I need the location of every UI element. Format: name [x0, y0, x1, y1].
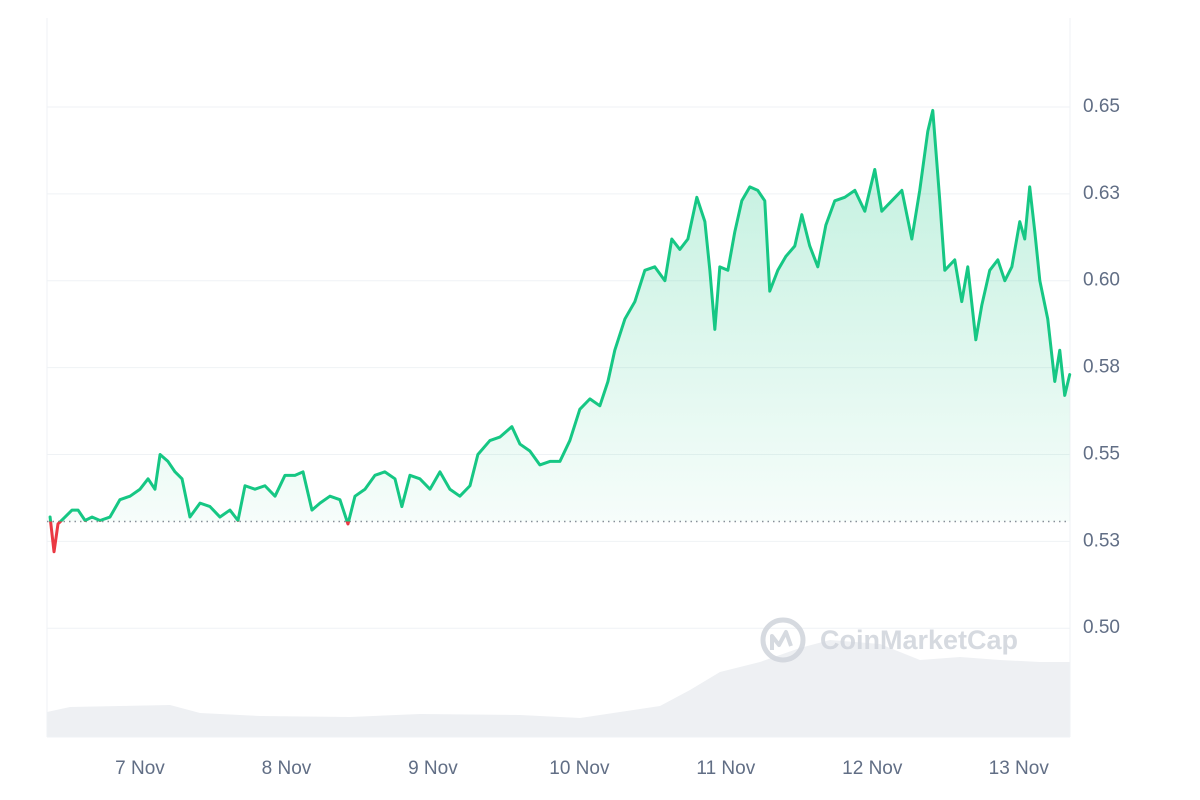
x-tick-label: 13 Nov: [989, 758, 1050, 779]
price-line: [48, 108, 1072, 554]
watermark-logo-mark: [770, 630, 793, 650]
y-tick-label: 0.63: [1083, 183, 1120, 204]
watermark: CoinMarketCap: [760, 617, 1018, 663]
x-tick-label: 11 Nov: [696, 758, 755, 779]
x-tick-label: 9 Nov: [408, 758, 458, 779]
x-tick-label: 7 Nov: [115, 758, 165, 779]
data-layer: [47, 108, 1072, 554]
x-tick-label: 10 Nov: [549, 758, 610, 779]
y-tick-label: 0.53: [1083, 530, 1120, 551]
x-tick-label: 12 Nov: [842, 758, 903, 779]
watermark-text: CoinMarketCap: [820, 625, 1018, 655]
y-tick-label: 0.55: [1083, 443, 1120, 464]
grid-layer: [47, 106, 1070, 629]
y-tick-label: 0.65: [1083, 96, 1120, 117]
label-layer: 0.50 0.53 0.55 0.58 0.60 0.63 0.65 7 Nov 8 Nov 9 …: [115, 96, 1120, 779]
y-tick-label: 0.58: [1083, 357, 1120, 378]
price-area: [50, 110, 1070, 552]
watermark-logo: [760, 617, 806, 663]
x-tick-label: 8 Nov: [262, 758, 312, 779]
volume-area: [47, 640, 1070, 737]
y-tick-label: 0.50: [1083, 617, 1120, 638]
y-tick-label: 0.60: [1083, 270, 1120, 291]
